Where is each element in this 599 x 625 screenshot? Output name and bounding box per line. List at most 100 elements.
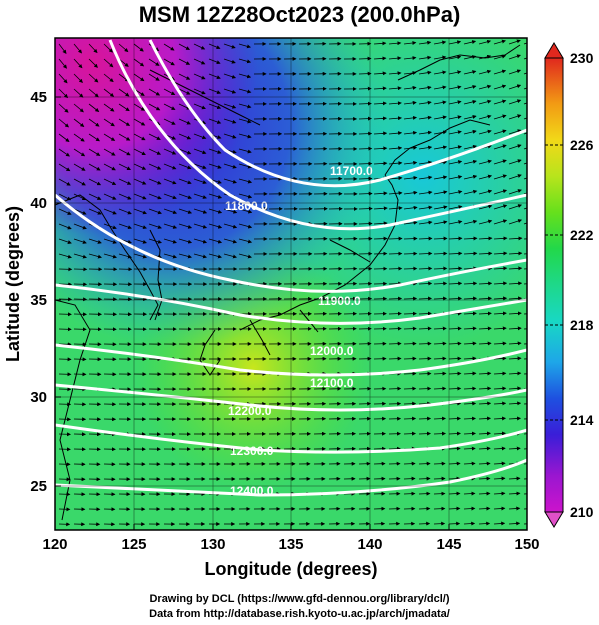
wind-arrow bbox=[373, 71, 387, 76]
wind-arrow bbox=[523, 523, 527, 525]
wind-arrow bbox=[433, 190, 448, 195]
wind-arrow bbox=[133, 253, 147, 259]
wind-arrow bbox=[448, 296, 463, 301]
wind-arrow bbox=[373, 161, 388, 166]
wind-arrow bbox=[133, 208, 147, 215]
wind-arrow bbox=[418, 145, 433, 150]
y-tick-label: 40 bbox=[30, 195, 47, 212]
wind-arrow bbox=[523, 253, 527, 255]
wind-arrow bbox=[208, 118, 222, 124]
wind-arrow bbox=[478, 99, 492, 105]
wind-arrow bbox=[238, 148, 252, 154]
wind-arrow bbox=[493, 114, 507, 120]
wind-arrow bbox=[178, 223, 193, 229]
chart-title: MSM 12Z28Oct2023 (200.0hPa) bbox=[138, 2, 461, 27]
wind-arrow bbox=[148, 208, 162, 215]
wind-arrow bbox=[493, 144, 507, 150]
wind-arrow bbox=[523, 238, 527, 240]
wind-arrow bbox=[433, 175, 448, 180]
wind-arrow bbox=[73, 43, 83, 54]
wind-arrow bbox=[388, 131, 403, 136]
wind-arrow bbox=[373, 86, 387, 91]
wind-arrow bbox=[403, 220, 418, 225]
wind-arrow bbox=[508, 296, 523, 301]
colorbar-tick-label: 210 bbox=[570, 504, 594, 520]
wind-arrow bbox=[463, 174, 478, 180]
wind-arrow bbox=[193, 193, 207, 199]
wind-arrow bbox=[478, 39, 492, 45]
wind-arrow bbox=[178, 163, 192, 170]
wind-arrow bbox=[178, 178, 192, 185]
wind-arrow bbox=[418, 341, 432, 346]
wind-arrow bbox=[193, 133, 207, 140]
wind-arrow bbox=[403, 296, 418, 301]
contour-label-11800: 11800.0 bbox=[225, 199, 268, 213]
wind-arrow bbox=[433, 85, 447, 90]
wind-arrow bbox=[88, 88, 99, 98]
wind-arrow bbox=[73, 58, 83, 69]
wind-arrow bbox=[403, 326, 417, 331]
wind-arrow bbox=[478, 129, 492, 135]
colorbar-tick-label: 226 bbox=[570, 137, 594, 153]
wind-arrow bbox=[493, 39, 506, 45]
wind-arrow bbox=[463, 189, 478, 195]
wind-arrow bbox=[238, 223, 253, 229]
wind-arrow bbox=[463, 326, 477, 331]
wind-arrow bbox=[523, 328, 527, 330]
wind-arrow bbox=[508, 189, 522, 195]
grid-lines bbox=[55, 38, 527, 530]
wind-arrow bbox=[238, 73, 252, 79]
wind-arrow bbox=[73, 148, 86, 157]
wind-arrow bbox=[163, 118, 176, 125]
credit-data-source: Data from http://database.rish.kyoto-u.a… bbox=[149, 608, 450, 620]
wind-arrow bbox=[133, 163, 147, 170]
wind-arrow bbox=[388, 146, 403, 151]
wind-arrow bbox=[523, 418, 527, 420]
wind-arrow bbox=[418, 401, 432, 406]
wind-arrow bbox=[448, 130, 462, 135]
wind-arrow bbox=[433, 236, 448, 241]
wind-arrow bbox=[223, 103, 237, 109]
wind-arrow bbox=[433, 506, 446, 511]
wind-arrow bbox=[58, 118, 70, 128]
wind-arrow bbox=[508, 476, 521, 481]
wind-arrow bbox=[463, 311, 477, 316]
x-tick-label: 145 bbox=[436, 536, 461, 553]
height-contours bbox=[55, 39, 527, 497]
wind-arrow bbox=[223, 253, 237, 259]
wind-arrow bbox=[403, 100, 417, 105]
wind-arrow bbox=[238, 208, 253, 214]
wind-arrow bbox=[58, 43, 67, 54]
wind-arrow bbox=[508, 491, 521, 496]
wind-arrow bbox=[433, 100, 447, 105]
wind-arrow bbox=[58, 193, 72, 201]
wind-arrow bbox=[418, 190, 433, 195]
x-axis-title: Longitude (degrees) bbox=[204, 559, 377, 579]
wind-arrow bbox=[73, 223, 87, 230]
wind-arrow bbox=[463, 491, 476, 496]
contour-label-11900: 11900.0 bbox=[318, 294, 361, 308]
wind-arrow bbox=[523, 358, 527, 360]
wind-arrow bbox=[493, 251, 508, 256]
wind-arrow bbox=[373, 206, 388, 211]
wind-arrow bbox=[73, 193, 87, 201]
wind-arrow bbox=[163, 178, 177, 185]
wind-arrow bbox=[58, 223, 72, 230]
wind-arrow bbox=[418, 160, 433, 165]
wind-arrow bbox=[373, 131, 388, 136]
wind-arrow bbox=[523, 463, 527, 465]
wind-arrow bbox=[403, 356, 417, 361]
wind-arrow bbox=[133, 58, 145, 67]
x-tick-label: 130 bbox=[200, 536, 225, 553]
wind-arrow bbox=[433, 371, 447, 376]
wind-arrow bbox=[88, 148, 101, 156]
wind-arrow bbox=[478, 476, 491, 481]
wind-arrow bbox=[403, 175, 418, 180]
wind-arrow bbox=[403, 431, 416, 436]
wind-arrow bbox=[118, 208, 132, 215]
wind-arrow bbox=[193, 223, 208, 229]
wind-arrow bbox=[523, 117, 527, 120]
wind-arrow bbox=[223, 73, 237, 79]
wind-arrow bbox=[388, 266, 403, 271]
wind-arrow bbox=[88, 58, 98, 68]
